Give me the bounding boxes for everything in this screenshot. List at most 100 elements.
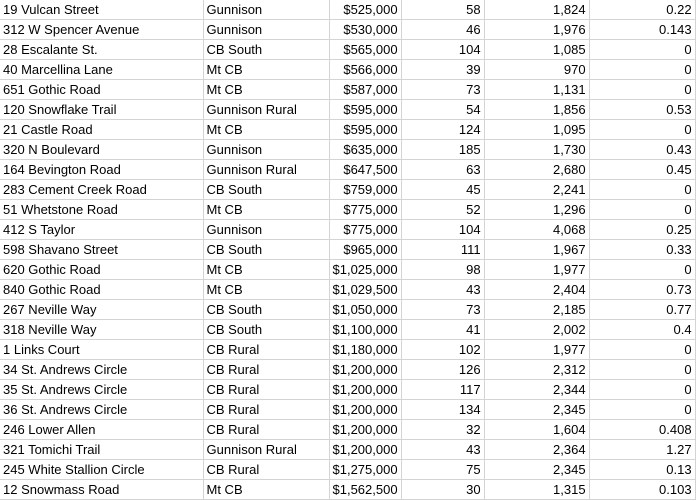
days-cell[interactable]: 124	[401, 119, 485, 140]
address-cell[interactable]: 12 Snowmass Road	[0, 479, 204, 500]
days-cell[interactable]: 43	[401, 439, 485, 460]
sqft-cell[interactable]: 2,364	[484, 439, 590, 460]
address-cell[interactable]: 245 White Stallion Circle	[0, 459, 204, 480]
area-cell[interactable]: CB South	[203, 239, 330, 260]
days-cell[interactable]: 41	[401, 319, 485, 340]
address-cell[interactable]: 36 St. Andrews Circle	[0, 399, 204, 420]
price-cell[interactable]: $595,000	[329, 119, 402, 140]
price-cell[interactable]: $1,050,000	[329, 299, 402, 320]
days-cell[interactable]: 75	[401, 459, 485, 480]
price-cell[interactable]: $1,200,000	[329, 379, 402, 400]
address-cell[interactable]: 320 N Boulevard	[0, 139, 204, 160]
sqft-cell[interactable]: 2,241	[484, 179, 590, 200]
area-cell[interactable]: Mt CB	[203, 199, 330, 220]
sqft-cell[interactable]: 970	[484, 59, 590, 80]
sqft-cell[interactable]: 2,312	[484, 359, 590, 380]
acres-cell[interactable]: 0	[589, 179, 696, 200]
sqft-cell[interactable]: 1,976	[484, 19, 590, 40]
sqft-cell[interactable]: 2,680	[484, 159, 590, 180]
address-cell[interactable]: 246 Lower Allen	[0, 419, 204, 440]
price-cell[interactable]: $1,029,500	[329, 279, 402, 300]
days-cell[interactable]: 52	[401, 199, 485, 220]
sqft-cell[interactable]: 1,977	[484, 259, 590, 280]
price-cell[interactable]: $566,000	[329, 59, 402, 80]
acres-cell[interactable]: 0.33	[589, 239, 696, 260]
sqft-cell[interactable]: 1,977	[484, 339, 590, 360]
area-cell[interactable]: Mt CB	[203, 119, 330, 140]
price-cell[interactable]: $587,000	[329, 79, 402, 100]
address-cell[interactable]: 164 Bevington Road	[0, 159, 204, 180]
acres-cell[interactable]: 0.13	[589, 459, 696, 480]
acres-cell[interactable]: 0.53	[589, 99, 696, 120]
sqft-cell[interactable]: 1,967	[484, 239, 590, 260]
acres-cell[interactable]: 0.45	[589, 159, 696, 180]
days-cell[interactable]: 185	[401, 139, 485, 160]
address-cell[interactable]: 40 Marcellina Lane	[0, 59, 204, 80]
sqft-cell[interactable]: 4,068	[484, 219, 590, 240]
acres-cell[interactable]: 0.22	[589, 0, 696, 20]
area-cell[interactable]: Gunnison Rural	[203, 99, 330, 120]
price-cell[interactable]: $1,100,000	[329, 319, 402, 340]
price-cell[interactable]: $775,000	[329, 219, 402, 240]
acres-cell[interactable]: 0.77	[589, 299, 696, 320]
address-cell[interactable]: 412 S Taylor	[0, 219, 204, 240]
area-cell[interactable]: Gunnison	[203, 219, 330, 240]
price-cell[interactable]: $1,200,000	[329, 399, 402, 420]
address-cell[interactable]: 28 Escalante St.	[0, 39, 204, 60]
sqft-cell[interactable]: 2,002	[484, 319, 590, 340]
price-cell[interactable]: $1,180,000	[329, 339, 402, 360]
days-cell[interactable]: 73	[401, 79, 485, 100]
area-cell[interactable]: CB Rural	[203, 359, 330, 380]
area-cell[interactable]: CB South	[203, 39, 330, 60]
sqft-cell[interactable]: 2,404	[484, 279, 590, 300]
price-cell[interactable]: $1,200,000	[329, 439, 402, 460]
area-cell[interactable]: CB Rural	[203, 399, 330, 420]
sqft-cell[interactable]: 2,344	[484, 379, 590, 400]
area-cell[interactable]: CB South	[203, 319, 330, 340]
address-cell[interactable]: 598 Shavano Street	[0, 239, 204, 260]
days-cell[interactable]: 117	[401, 379, 485, 400]
price-cell[interactable]: $1,025,000	[329, 259, 402, 280]
address-cell[interactable]: 21 Castle Road	[0, 119, 204, 140]
area-cell[interactable]: Gunnison	[203, 0, 330, 20]
sqft-cell[interactable]: 1,315	[484, 479, 590, 500]
address-cell[interactable]: 267 Neville Way	[0, 299, 204, 320]
address-cell[interactable]: 35 St. Andrews Circle	[0, 379, 204, 400]
address-cell[interactable]: 34 St. Andrews Circle	[0, 359, 204, 380]
days-cell[interactable]: 58	[401, 0, 485, 20]
days-cell[interactable]: 104	[401, 219, 485, 240]
area-cell[interactable]: Mt CB	[203, 259, 330, 280]
price-cell[interactable]: $1,200,000	[329, 359, 402, 380]
price-cell[interactable]: $1,200,000	[329, 419, 402, 440]
area-cell[interactable]: Gunnison	[203, 139, 330, 160]
price-cell[interactable]: $1,275,000	[329, 459, 402, 480]
area-cell[interactable]: Gunnison Rural	[203, 159, 330, 180]
days-cell[interactable]: 46	[401, 19, 485, 40]
acres-cell[interactable]: 0.25	[589, 219, 696, 240]
sqft-cell[interactable]: 1,856	[484, 99, 590, 120]
price-cell[interactable]: $647,500	[329, 159, 402, 180]
acres-cell[interactable]: 0	[589, 359, 696, 380]
sqft-cell[interactable]: 1,824	[484, 0, 590, 20]
days-cell[interactable]: 73	[401, 299, 485, 320]
days-cell[interactable]: 102	[401, 339, 485, 360]
address-cell[interactable]: 283 Cement Creek Road	[0, 179, 204, 200]
days-cell[interactable]: 54	[401, 99, 485, 120]
acres-cell[interactable]: 0	[589, 79, 696, 100]
sqft-cell[interactable]: 1,604	[484, 419, 590, 440]
days-cell[interactable]: 39	[401, 59, 485, 80]
area-cell[interactable]: Mt CB	[203, 79, 330, 100]
acres-cell[interactable]: 0	[589, 379, 696, 400]
price-cell[interactable]: $1,562,500	[329, 479, 402, 500]
sqft-cell[interactable]: 2,345	[484, 459, 590, 480]
acres-cell[interactable]: 0	[589, 119, 696, 140]
acres-cell[interactable]: 0.43	[589, 139, 696, 160]
area-cell[interactable]: CB Rural	[203, 379, 330, 400]
sqft-cell[interactable]: 1,131	[484, 79, 590, 100]
address-cell[interactable]: 651 Gothic Road	[0, 79, 204, 100]
area-cell[interactable]: Mt CB	[203, 279, 330, 300]
days-cell[interactable]: 104	[401, 39, 485, 60]
address-cell[interactable]: 312 W Spencer Avenue	[0, 19, 204, 40]
days-cell[interactable]: 30	[401, 479, 485, 500]
address-cell[interactable]: 19 Vulcan Street	[0, 0, 204, 20]
